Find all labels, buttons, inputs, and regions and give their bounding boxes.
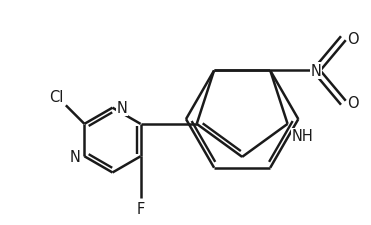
Text: O: O [347, 96, 359, 111]
Text: N: N [116, 101, 127, 116]
Text: Cl: Cl [49, 89, 63, 104]
Text: O: O [347, 32, 359, 47]
Text: F: F [137, 201, 145, 216]
Text: N: N [70, 149, 81, 164]
Text: N: N [311, 64, 322, 79]
Text: NH: NH [292, 129, 314, 144]
